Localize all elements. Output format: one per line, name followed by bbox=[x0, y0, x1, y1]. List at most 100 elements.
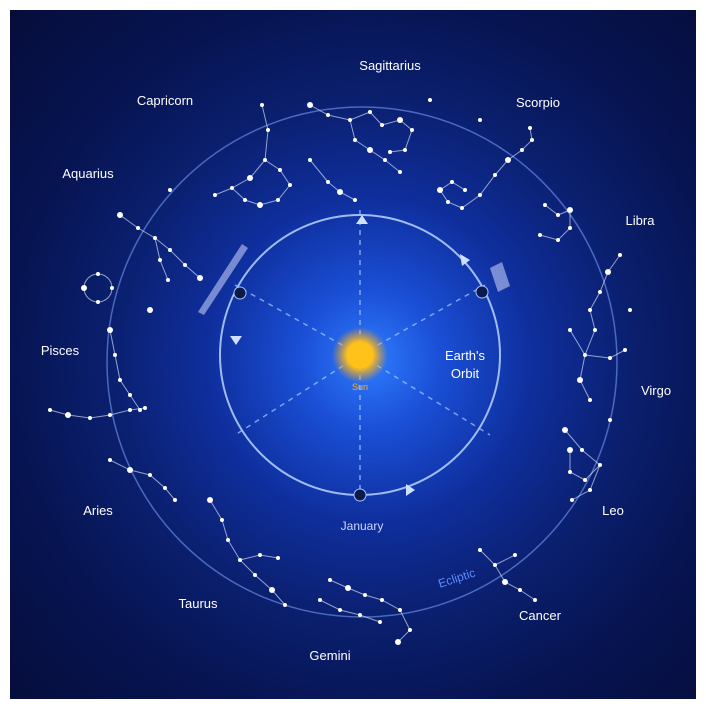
star bbox=[446, 200, 450, 204]
star bbox=[269, 587, 275, 593]
star bbox=[368, 110, 372, 114]
label-pisces: Pisces bbox=[41, 343, 80, 358]
star bbox=[380, 123, 384, 127]
earth-positions bbox=[233, 285, 489, 502]
label-libra: Libra bbox=[626, 213, 656, 228]
star bbox=[308, 158, 312, 162]
star bbox=[520, 148, 524, 152]
star bbox=[605, 269, 611, 275]
star bbox=[428, 98, 432, 102]
star bbox=[158, 258, 162, 262]
month-label: January bbox=[341, 519, 384, 533]
star bbox=[278, 168, 282, 172]
star bbox=[345, 585, 351, 591]
star bbox=[348, 118, 352, 122]
star bbox=[257, 202, 263, 208]
star bbox=[258, 553, 262, 557]
constellation-lines bbox=[49, 104, 626, 643]
star bbox=[197, 275, 203, 281]
star bbox=[136, 226, 140, 230]
star bbox=[143, 406, 147, 410]
star bbox=[173, 498, 177, 502]
star bbox=[567, 207, 573, 213]
star bbox=[213, 193, 217, 197]
star bbox=[108, 413, 112, 417]
star bbox=[266, 128, 270, 132]
star bbox=[397, 117, 403, 123]
star bbox=[608, 418, 612, 422]
star bbox=[128, 408, 132, 412]
star bbox=[113, 353, 117, 357]
orbit-label-line1: Earth's bbox=[445, 348, 486, 363]
ecliptic-label: Ecliptic bbox=[437, 566, 477, 591]
star bbox=[96, 300, 100, 304]
star bbox=[243, 198, 247, 202]
label-sagittarius: Sagittarius bbox=[359, 58, 421, 73]
star bbox=[138, 408, 142, 412]
star bbox=[380, 598, 384, 602]
star bbox=[395, 639, 401, 645]
star bbox=[276, 198, 280, 202]
star bbox=[562, 427, 568, 433]
star bbox=[358, 613, 362, 617]
star bbox=[168, 248, 172, 252]
star bbox=[163, 486, 167, 490]
star bbox=[96, 272, 100, 276]
star bbox=[166, 278, 170, 282]
star bbox=[568, 226, 572, 230]
star bbox=[502, 579, 508, 585]
star bbox=[318, 598, 322, 602]
label-aquarius: Aquarius bbox=[62, 166, 114, 181]
star bbox=[220, 518, 224, 522]
star bbox=[288, 183, 292, 187]
star bbox=[378, 620, 382, 624]
sight-wedges bbox=[198, 244, 510, 315]
star bbox=[568, 470, 572, 474]
star bbox=[505, 157, 511, 163]
star bbox=[460, 206, 464, 210]
label-gemini: Gemini bbox=[309, 648, 350, 663]
star bbox=[147, 307, 153, 313]
star bbox=[583, 478, 587, 482]
star bbox=[577, 377, 583, 383]
star bbox=[623, 348, 627, 352]
star bbox=[107, 327, 113, 333]
star bbox=[398, 608, 402, 612]
star bbox=[226, 538, 230, 542]
star bbox=[450, 180, 454, 184]
label-leo: Leo bbox=[602, 503, 624, 518]
star bbox=[260, 103, 264, 107]
star bbox=[588, 308, 592, 312]
star bbox=[153, 236, 157, 240]
star bbox=[398, 170, 402, 174]
star bbox=[538, 233, 542, 237]
star bbox=[108, 458, 112, 462]
star bbox=[556, 238, 560, 242]
star bbox=[118, 378, 122, 382]
star bbox=[388, 150, 392, 154]
star bbox=[598, 290, 602, 294]
star bbox=[183, 263, 187, 267]
star bbox=[238, 558, 242, 562]
sun bbox=[347, 342, 373, 368]
label-cancer: Cancer bbox=[519, 608, 562, 623]
star bbox=[570, 498, 574, 502]
star bbox=[567, 447, 573, 453]
star bbox=[588, 398, 592, 402]
star bbox=[338, 608, 342, 612]
star bbox=[247, 175, 253, 181]
diagram-canvas: Sun bbox=[41, 58, 671, 663]
star bbox=[598, 463, 602, 467]
star bbox=[518, 588, 522, 592]
star bbox=[493, 173, 497, 177]
star bbox=[463, 188, 467, 192]
star bbox=[367, 147, 373, 153]
label-taurus: Taurus bbox=[178, 596, 218, 611]
star bbox=[528, 126, 532, 130]
star bbox=[556, 213, 560, 217]
star bbox=[230, 186, 234, 190]
star bbox=[307, 102, 313, 108]
star bbox=[580, 448, 584, 452]
zodiac-diagram: Sun bbox=[10, 10, 696, 699]
label-capricorn: Capricorn bbox=[137, 93, 193, 108]
